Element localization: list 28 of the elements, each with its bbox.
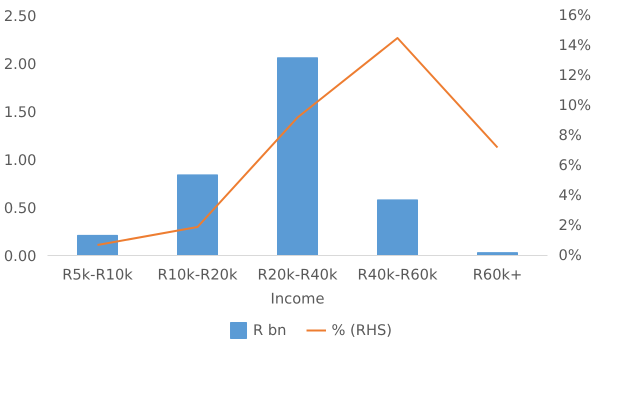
- y-tick-label: 0.50: [4, 200, 37, 217]
- x-tick-label: R10k-R20k: [158, 266, 238, 284]
- y-tick-label: 2.00: [4, 56, 37, 73]
- y2-tick-label: 14%: [558, 37, 592, 54]
- x-tick-label: R5k-R10k: [62, 266, 134, 284]
- y2-tick-label: 6%: [558, 157, 582, 174]
- y2-tick-label: 8%: [558, 127, 582, 144]
- y2-tick-label: 2%: [558, 217, 582, 234]
- y-tick-label: 1.50: [4, 104, 37, 121]
- bar: [377, 199, 418, 256]
- bar: [77, 234, 118, 256]
- y2-tick-label: 12%: [558, 67, 592, 84]
- x-tick-label: R40k-R60k: [358, 266, 438, 284]
- line-series: [96, 37, 498, 246]
- x-tick-label: R20k-R40k: [258, 266, 338, 284]
- y2-tick-label: 10%: [558, 97, 592, 114]
- x-axis-title: Income: [270, 290, 324, 308]
- legend-label: R bn: [253, 322, 286, 338]
- x-tick-label: R60k+: [472, 266, 522, 284]
- y-tick-label: 1.00: [4, 152, 37, 169]
- bar: [177, 174, 218, 256]
- legend-label: % (RHS): [331, 322, 392, 338]
- y-tick-label: 0.00: [4, 248, 37, 265]
- y2-tick-label: 0%: [558, 247, 582, 264]
- y2-tick-label: 4%: [558, 187, 582, 204]
- y-tick-label: 2.50: [4, 8, 37, 25]
- bar: [277, 57, 318, 256]
- y2-tick-label: 16%: [558, 7, 592, 24]
